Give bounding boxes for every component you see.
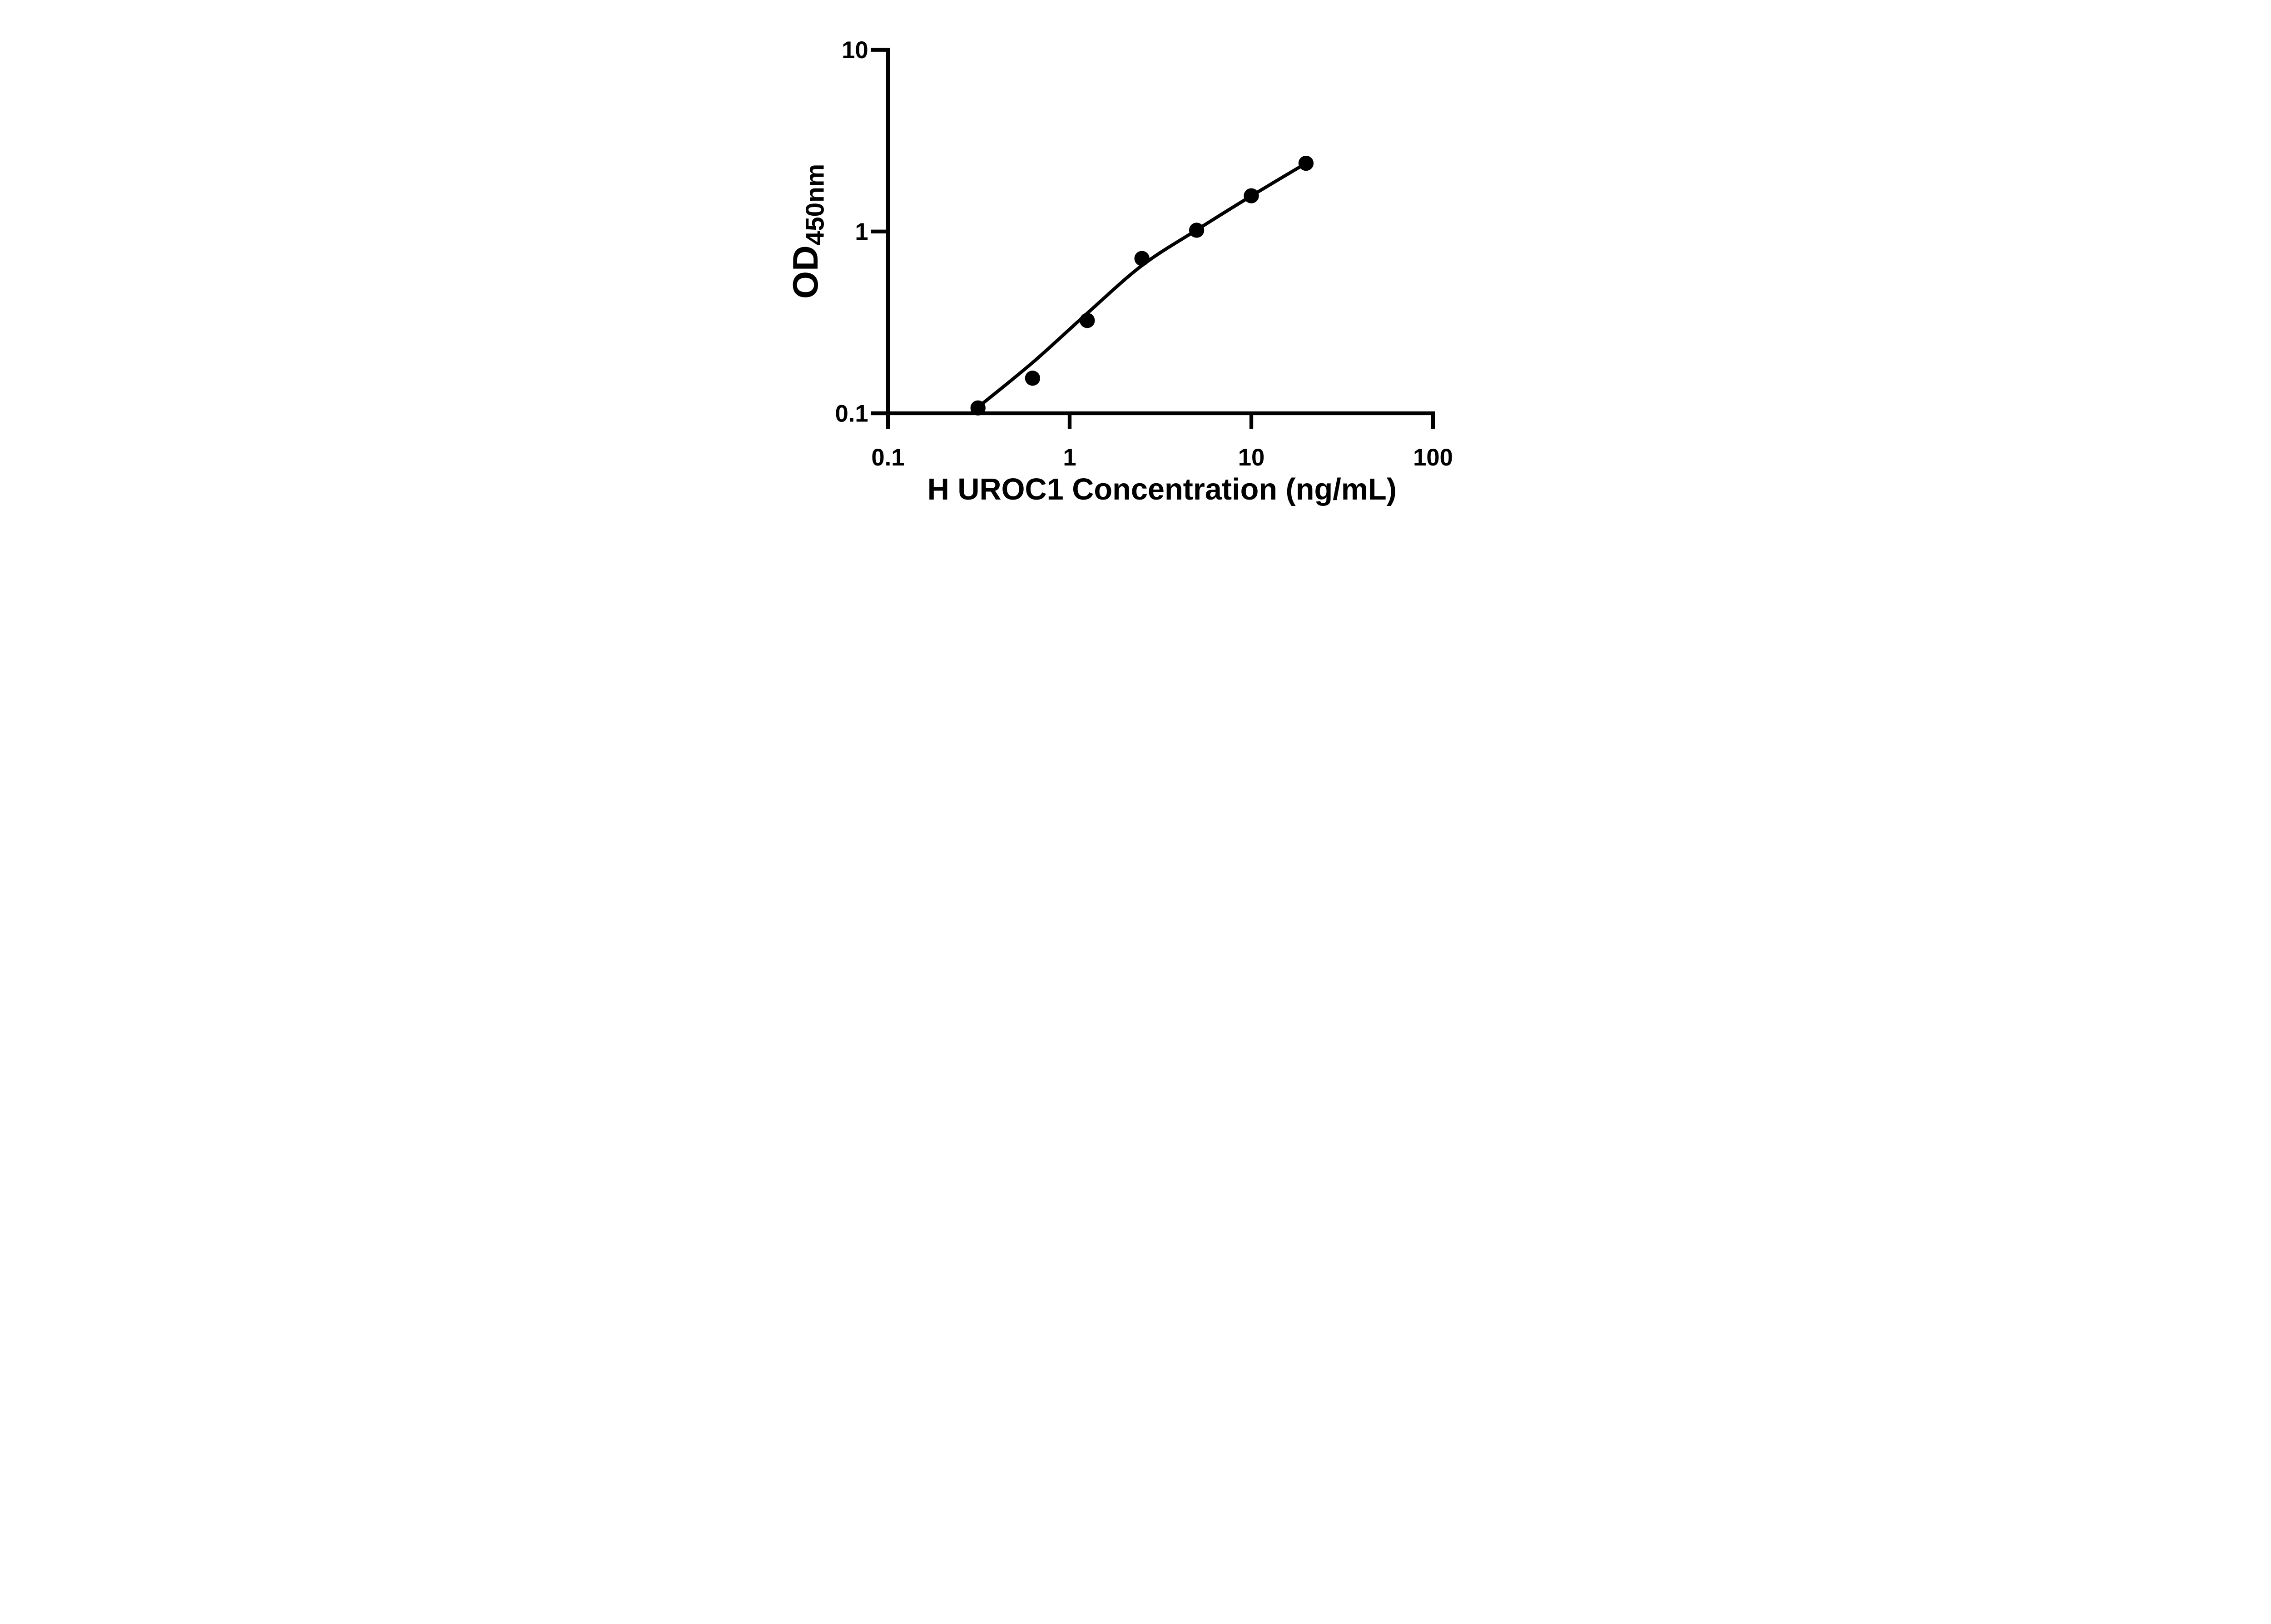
elisa-standard-curve-chart: 10 1 0.10.1 1 10 100 H UROC1 Concentration (ng… bbox=[752, 0, 1519, 541]
x-tick-label: 100 bbox=[1413, 444, 1453, 471]
figure-container: 10 1 0.1 0.1 1 10 100 H UROC1 Concentration (ng… bbox=[752, 0, 1519, 541]
y-tick-label: 0.1 bbox=[835, 400, 868, 427]
data-point bbox=[970, 400, 986, 416]
x-tick-label: 0.1 bbox=[871, 444, 904, 471]
data-point bbox=[1189, 223, 1205, 238]
y-axis-title-main: OD bbox=[785, 245, 825, 299]
y-axis-title: OD450nm bbox=[785, 164, 829, 299]
y-tick-label: 1 bbox=[855, 218, 868, 245]
y-axis-title-subscript: 450nm bbox=[801, 164, 829, 246]
data-point bbox=[1080, 313, 1095, 328]
x-tick-label: 1 bbox=[1063, 444, 1076, 471]
y-tick-label: 10 bbox=[842, 37, 868, 64]
data-point bbox=[1025, 371, 1041, 386]
data-point bbox=[1244, 188, 1259, 203]
data-point bbox=[1298, 155, 1314, 171]
data-point bbox=[1134, 251, 1150, 266]
x-tick-label: 10 bbox=[1238, 444, 1265, 471]
x-axis-title: H UROC1 Concentration (ng/mL) bbox=[927, 473, 1397, 506]
